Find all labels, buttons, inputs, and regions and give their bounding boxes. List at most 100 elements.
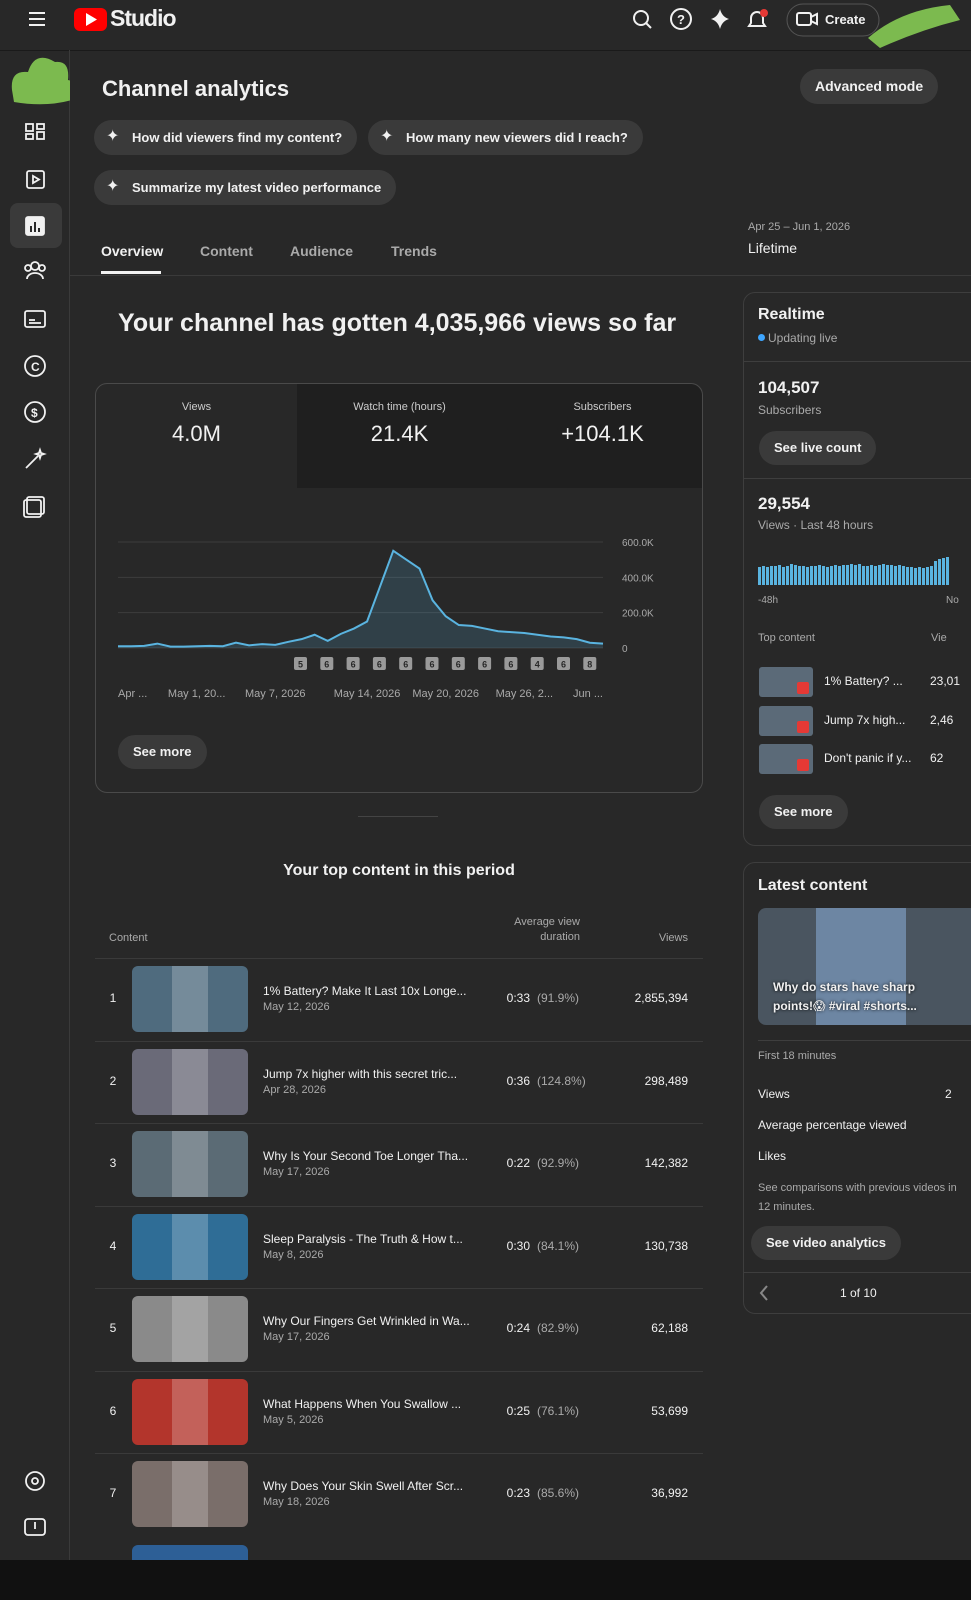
nav-subtitles[interactable]: [24, 310, 46, 328]
video-title[interactable]: 1% Battery? Make It Last 10x Longe...: [263, 984, 467, 998]
bar: [790, 564, 793, 585]
tab[interactable]: Trends: [391, 243, 437, 259]
top-content-title: Your top content in this period: [283, 862, 515, 879]
upload-marker[interactable]: [346, 657, 360, 670]
upload-marker[interactable]: [320, 657, 334, 670]
upload-marker[interactable]: [425, 657, 439, 670]
see-live-count-button[interactable]: See live count: [759, 431, 877, 465]
metric-value[interactable]: 4.0M: [172, 421, 221, 446]
tab[interactable]: Audience: [290, 243, 354, 259]
metric-label[interactable]: Watch time (hours): [353, 401, 446, 413]
svg-text:C: C: [31, 360, 40, 374]
create-button[interactable]: [786, 3, 880, 37]
video-title[interactable]: Why Our Fingers Get Wrinkled in Wa...: [263, 1314, 470, 1328]
upload-marker[interactable]: [451, 657, 465, 670]
upload-marker-label[interactable]: 4: [535, 660, 540, 670]
bar: [798, 566, 801, 585]
sidebar: C $: [10, 57, 70, 1536]
thumbnail[interactable]: [132, 1296, 248, 1362]
stat-value: 2: [945, 1087, 952, 1101]
tab[interactable]: Overview: [101, 243, 164, 259]
thumbnail[interactable]: [132, 1131, 248, 1197]
bar: [914, 568, 917, 585]
upload-marker[interactable]: [372, 657, 386, 670]
realtime-item-title[interactable]: Jump 7x high...: [824, 712, 906, 727]
upload-marker-label[interactable]: 6: [324, 660, 329, 670]
search-icon[interactable]: [633, 10, 649, 26]
ai-icon[interactable]: [711, 9, 729, 29]
nav-earn[interactable]: [24, 401, 46, 423]
thumbnail[interactable]: [132, 1213, 248, 1280]
realtime-thumbnail[interactable]: [759, 667, 813, 697]
upload-marker-label[interactable]: 6: [429, 660, 434, 670]
upload-marker[interactable]: [583, 657, 597, 670]
upload-marker[interactable]: [399, 657, 413, 670]
prompt-chip[interactable]: Summarize my latest video performance ✦: [94, 170, 397, 205]
nav-customization[interactable]: [25, 447, 47, 469]
realtime-item-title[interactable]: 1% Battery? ...: [824, 674, 903, 688]
realtime-item-views: 62: [930, 751, 944, 765]
upload-marker-label[interactable]: 6: [377, 660, 382, 670]
realtime-item-title[interactable]: Don't panic if y...: [824, 751, 912, 765]
date-range[interactable]: Apr 25 – Jun 1, 2026: [748, 221, 851, 233]
upload-marker[interactable]: [530, 657, 544, 670]
row-divider: [95, 1205, 703, 1207]
upload-marker[interactable]: [294, 657, 307, 670]
upload-marker-label[interactable]: 5: [298, 660, 303, 670]
nav-audio[interactable]: [23, 496, 45, 518]
upload-marker[interactable]: [478, 657, 492, 670]
upload-marker-label[interactable]: 6: [351, 660, 356, 670]
upload-marker-label[interactable]: 6: [456, 660, 461, 670]
pager-prev[interactable]: [755, 1280, 775, 1306]
see-more-button[interactable]: See more: [118, 735, 207, 769]
video-title[interactable]: Why Is Your Second Toe Longer Tha...: [263, 1149, 469, 1163]
help-icon[interactable]: [670, 8, 692, 30]
video-title[interactable]: Sleep Paralysis - The Truth & How t...: [263, 1231, 463, 1246]
realtime-item-views: 23,01: [930, 674, 961, 688]
nav-copyright[interactable]: [24, 355, 46, 377]
thumbnail[interactable]: [132, 1461, 248, 1527]
upload-marker-label[interactable]: 6: [403, 660, 408, 670]
menu-icon[interactable]: [29, 12, 45, 26]
bar: [802, 566, 805, 585]
page-title: Channel analytics: [102, 76, 290, 101]
latest-thumbnail[interactable]: [758, 908, 971, 1025]
metric-label[interactable]: Subscribers: [573, 401, 632, 413]
see-video-analytics-button[interactable]: See video analytics: [751, 1226, 901, 1260]
nav-settings[interactable]: [25, 1471, 45, 1491]
date-period[interactable]: Lifetime: [748, 240, 798, 256]
video-title[interactable]: What Happens When You Swallow ...: [263, 1396, 462, 1411]
realtime-see-more-button[interactable]: See more: [759, 795, 848, 829]
realtime-thumbnail[interactable]: [759, 744, 813, 774]
thumbnail[interactable]: [132, 966, 248, 1032]
nav-content[interactable]: [26, 170, 45, 189]
upload-marker-label[interactable]: 6: [482, 660, 487, 670]
thumbnail[interactable]: [132, 1378, 248, 1445]
upload-marker-label[interactable]: 6: [561, 660, 566, 670]
upload-marker-label[interactable]: 8: [587, 660, 592, 670]
realtime-thumbnail[interactable]: [759, 705, 813, 736]
y-tick-label: 200.0K: [622, 609, 654, 620]
metric-value[interactable]: 21.4K: [370, 421, 429, 446]
nav-community[interactable]: [24, 261, 46, 280]
upload-marker[interactable]: [557, 657, 570, 670]
thumbnail[interactable]: [132, 1048, 248, 1115]
prompt-chip[interactable]: How many new viewers did I reach? ✦: [368, 120, 643, 155]
create-label[interactable]: Create: [825, 12, 866, 27]
nav-dashboard[interactable]: [25, 123, 45, 140]
upload-marker[interactable]: [504, 657, 518, 670]
advanced-mode-button[interactable]: Advanced mode: [800, 69, 939, 104]
column-header: Average view duration: [514, 916, 580, 943]
metric-value[interactable]: +104.1K: [561, 421, 644, 446]
video-title[interactable]: Jump 7x higher with this secret tric...: [263, 1066, 458, 1081]
row-divider: [95, 1370, 703, 1372]
latest-video-title[interactable]: Why do stars have sharp points!😱 #viral …: [773, 980, 917, 1013]
tab[interactable]: Content: [200, 243, 253, 259]
metric-label[interactable]: Views: [181, 401, 212, 413]
nav-feedback[interactable]: [24, 1518, 46, 1536]
x-tick-label: -48h: [758, 595, 778, 606]
prompt-chip[interactable]: How did viewers find my content? ✦: [94, 120, 358, 155]
video-title[interactable]: Why Does Your Skin Swell After Scr...: [263, 1479, 464, 1493]
upload-marker-label[interactable]: 6: [508, 660, 513, 670]
